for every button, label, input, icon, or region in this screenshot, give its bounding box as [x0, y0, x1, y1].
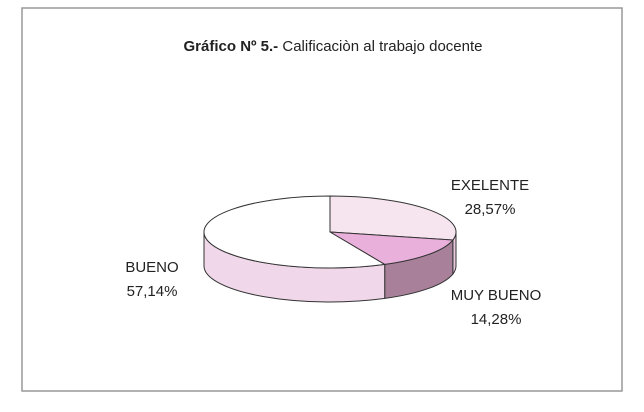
slice-label: EXELENTE	[451, 177, 529, 194]
pie-slice	[329, 195, 457, 241]
slice-value-label: 14,28%	[471, 311, 522, 328]
slice-label: BUENO	[125, 259, 178, 276]
pie-slice	[329, 231, 454, 265]
slice-label: MUY BUENO	[451, 287, 542, 304]
title-prefix: Gráfico Nº 5.-	[184, 38, 279, 55]
chart-title: Gráfico Nº 5.- Calificaciòn al trabajo d…	[184, 38, 483, 55]
slice-value-label: 28,57%	[465, 201, 516, 218]
title-text: Calificaciòn al trabajo docente	[282, 38, 482, 55]
slice-value-label: 57,14%	[127, 283, 178, 300]
pie-slice	[203, 195, 387, 269]
